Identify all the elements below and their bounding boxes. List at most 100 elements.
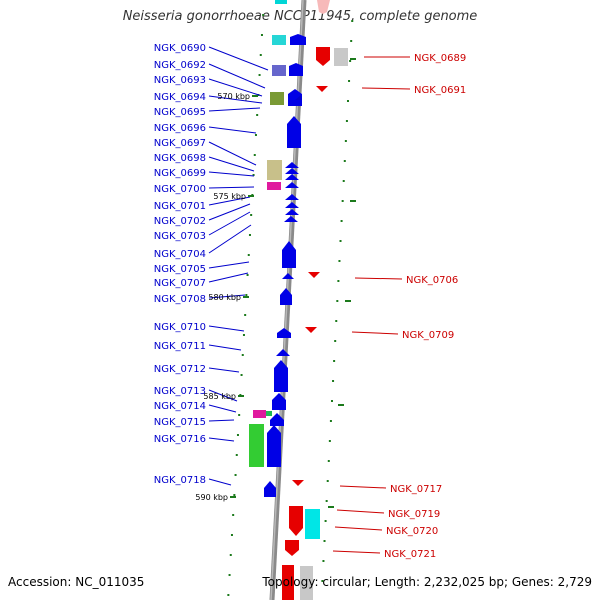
feature-arrow-0706[interactable] bbox=[308, 272, 320, 278]
gene-label-right[interactable]: NGK_0689 bbox=[414, 53, 466, 64]
tick-dot bbox=[351, 20, 354, 22]
tick-dot bbox=[235, 454, 238, 456]
feature-purple-0692[interactable] bbox=[272, 65, 286, 76]
gene-label-left[interactable]: NGK_0699 bbox=[154, 168, 206, 179]
gene-label-right[interactable]: NGK_0719 bbox=[388, 509, 440, 520]
leader-line-right bbox=[361, 87, 411, 90]
gene-label-left[interactable]: NGK_0711 bbox=[154, 341, 206, 352]
tick-dash bbox=[350, 58, 356, 60]
leader-line-left bbox=[208, 367, 240, 373]
feature-blue-0693[interactable] bbox=[289, 63, 303, 76]
feature-arrow-0717[interactable] bbox=[292, 480, 304, 486]
feature-cyan-0690[interactable] bbox=[272, 35, 286, 45]
feature-arrow-0709[interactable] bbox=[305, 327, 317, 333]
leader-line-left bbox=[208, 78, 263, 97]
gene-label-right[interactable]: NGK_0721 bbox=[384, 549, 436, 560]
feature-gray-0689[interactable] bbox=[334, 48, 348, 66]
feature-arrow-0691[interactable] bbox=[316, 86, 328, 92]
gene-label-right[interactable]: NGK_0706 bbox=[406, 275, 458, 286]
gene-label-left[interactable]: NGK_0702 bbox=[154, 216, 206, 227]
tick-dot bbox=[343, 160, 346, 162]
gene-label-left[interactable]: NGK_0700 bbox=[154, 184, 206, 195]
gene-label-left[interactable]: NGK_0694 bbox=[154, 92, 206, 103]
tick-dot bbox=[342, 180, 345, 182]
gene-label-left[interactable]: NGK_0690 bbox=[154, 43, 206, 54]
gene-label-left[interactable]: NGK_0693 bbox=[154, 75, 206, 86]
feature-top-cyan bbox=[275, 0, 287, 4]
feature-arrow-0704[interactable] bbox=[284, 216, 298, 222]
gene-label-left[interactable]: NGK_0716 bbox=[154, 434, 206, 445]
feature-blue-0713[interactable] bbox=[272, 393, 286, 410]
tick-dot bbox=[325, 500, 328, 502]
feature-blue-0690[interactable] bbox=[290, 34, 306, 45]
gene-label-left[interactable]: NGK_0698 bbox=[154, 153, 206, 164]
feature-magenta-0700[interactable] bbox=[267, 182, 281, 190]
gene-label-left[interactable]: NGK_0712 bbox=[154, 364, 206, 375]
feature-arrow-0698[interactable] bbox=[285, 168, 299, 174]
tick-dot bbox=[330, 400, 333, 402]
feature-red-0721[interactable] bbox=[285, 540, 299, 556]
feature-magenta-0714[interactable] bbox=[253, 410, 266, 418]
feature-blue-0705[interactable] bbox=[282, 241, 296, 268]
tick-dot bbox=[336, 300, 339, 302]
leader-line-left bbox=[208, 294, 246, 299]
feature-red-bottom[interactable] bbox=[282, 565, 294, 600]
feature-blue-0716[interactable] bbox=[267, 425, 281, 467]
gene-label-left[interactable]: NGK_0692 bbox=[154, 60, 206, 71]
feature-gray-bottom[interactable] bbox=[300, 566, 313, 600]
tick-dot bbox=[329, 420, 332, 422]
feature-blue-0715[interactable] bbox=[270, 413, 284, 426]
feature-blue-small-0695[interactable] bbox=[295, 95, 302, 100]
gene-label-left[interactable]: NGK_0697 bbox=[154, 138, 206, 149]
feature-arrow-0699[interactable] bbox=[285, 174, 299, 180]
feature-arrow-0702[interactable] bbox=[285, 202, 299, 208]
gene-label-left[interactable]: NGK_0707 bbox=[154, 278, 206, 289]
gene-label-left[interactable]: NGK_0696 bbox=[154, 123, 206, 134]
tick-dot bbox=[321, 580, 324, 582]
feature-blue-0712[interactable] bbox=[274, 360, 288, 392]
feature-arrow-0697[interactable] bbox=[285, 162, 299, 168]
gene-label-left[interactable]: NGK_0695 bbox=[154, 107, 206, 118]
feature-green-small-0714[interactable] bbox=[266, 411, 272, 416]
gene-label-right[interactable]: NGK_0720 bbox=[386, 526, 438, 537]
leader-line-left bbox=[208, 203, 251, 221]
gene-label-right[interactable]: NGK_0717 bbox=[390, 484, 442, 495]
feature-arrow-0701[interactable] bbox=[285, 194, 299, 200]
feature-arrow-0711[interactable] bbox=[276, 349, 290, 356]
gene-label-left[interactable]: NGK_0715 bbox=[154, 417, 206, 428]
feature-blue-0708[interactable] bbox=[280, 288, 292, 305]
feature-blue-0710[interactable] bbox=[277, 328, 291, 338]
feature-arrow-0707[interactable] bbox=[282, 273, 294, 279]
tick-dot bbox=[238, 414, 241, 416]
gene-label-left[interactable]: NGK_0708 bbox=[154, 294, 206, 305]
tick-marks bbox=[227, 14, 356, 596]
feature-cyan-0720[interactable] bbox=[305, 509, 320, 539]
feature-blue-0718[interactable] bbox=[264, 481, 276, 497]
label-leader-lines bbox=[208, 46, 411, 554]
gene-label-left[interactable]: NGK_0714 bbox=[154, 401, 206, 412]
feature-red-0719[interactable] bbox=[289, 506, 303, 536]
gene-label-left[interactable]: NGK_0710 bbox=[154, 322, 206, 333]
gene-label-left[interactable]: NGK_0703 bbox=[154, 231, 206, 242]
tick-dot bbox=[254, 134, 257, 136]
feature-green-0716[interactable] bbox=[249, 424, 264, 467]
feature-blue-0694[interactable] bbox=[288, 89, 302, 106]
feature-tan-0698[interactable] bbox=[267, 160, 282, 180]
tick-dot bbox=[228, 574, 231, 576]
feature-arrow-0703[interactable] bbox=[285, 209, 299, 215]
gene-label-right[interactable]: NGK_0691 bbox=[414, 85, 466, 96]
feature-red-0689[interactable] bbox=[316, 47, 330, 66]
gene-label-left[interactable]: NGK_0718 bbox=[154, 475, 206, 486]
gene-label-left[interactable]: NGK_0704 bbox=[154, 249, 206, 260]
tick-dot bbox=[242, 334, 245, 336]
gene-label-left[interactable]: NGK_0705 bbox=[154, 264, 206, 275]
feature-blue-0696[interactable] bbox=[287, 116, 301, 148]
leader-line-left bbox=[208, 63, 266, 89]
tick-dot bbox=[324, 520, 327, 522]
feature-arrow-0700[interactable] bbox=[285, 182, 299, 188]
gene-label-right[interactable]: NGK_0709 bbox=[402, 330, 454, 341]
gene-label-left[interactable]: NGK_0713 bbox=[154, 386, 206, 397]
gene-label-left[interactable]: NGK_0701 bbox=[154, 201, 206, 212]
feature-olive-0694[interactable] bbox=[270, 92, 284, 105]
kbp-label: 585 kbp bbox=[203, 392, 236, 401]
